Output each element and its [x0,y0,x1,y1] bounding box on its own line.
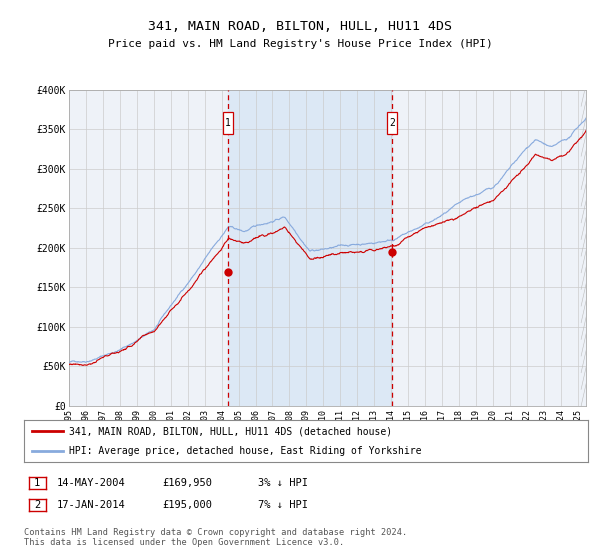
Text: 14-MAY-2004: 14-MAY-2004 [57,478,126,488]
Text: £195,000: £195,000 [162,500,212,510]
FancyBboxPatch shape [223,112,233,134]
Text: 3% ↓ HPI: 3% ↓ HPI [258,478,308,488]
Text: £169,950: £169,950 [162,478,212,488]
Text: 17-JAN-2014: 17-JAN-2014 [57,500,126,510]
Text: 2: 2 [389,118,395,128]
Bar [228,90,392,406]
Text: Contains HM Land Registry data © Crown copyright and database right 2024.
This d: Contains HM Land Registry data © Crown c… [24,528,407,547]
Text: HPI: Average price, detached house, East Riding of Yorkshire: HPI: Average price, detached house, East… [69,446,422,456]
FancyBboxPatch shape [388,112,397,134]
Text: 2: 2 [34,500,40,510]
Text: 341, MAIN ROAD, BILTON, HULL, HU11 4DS (detached house): 341, MAIN ROAD, BILTON, HULL, HU11 4DS (… [69,426,392,436]
Text: Price paid vs. HM Land Registry's House Price Index (HPI): Price paid vs. HM Land Registry's House … [107,39,493,49]
Text: 1: 1 [34,478,40,488]
Text: 7% ↓ HPI: 7% ↓ HPI [258,500,308,510]
Text: 341, MAIN ROAD, BILTON, HULL, HU11 4DS: 341, MAIN ROAD, BILTON, HULL, HU11 4DS [148,20,452,32]
Text: 1: 1 [225,118,231,128]
